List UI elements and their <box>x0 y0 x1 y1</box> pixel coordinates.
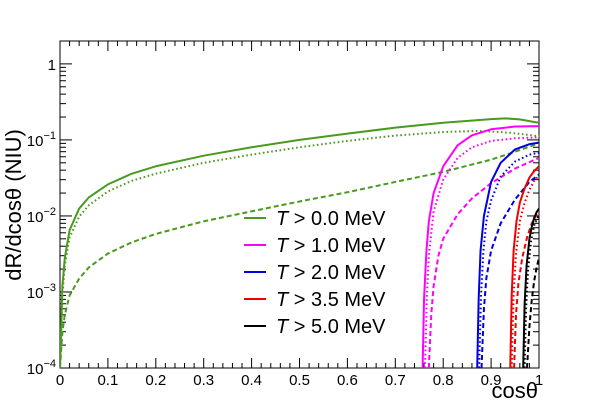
x-tick-label: 0.6 <box>337 372 358 389</box>
x-tick-label: 0.9 <box>481 372 502 389</box>
series-line-1 <box>60 117 539 368</box>
series-line-14 <box>523 214 539 368</box>
x-tick-label: 0.2 <box>145 372 166 389</box>
axis-ticks <box>59 40 540 369</box>
series-line-8 <box>478 151 539 368</box>
series-line-11 <box>510 174 539 368</box>
x-tick-label: 1 <box>535 372 543 389</box>
legend-label: T > 0.0 MeV <box>276 208 386 230</box>
series-lines <box>60 117 539 368</box>
legend-label: T > 2.0 MeV <box>276 262 386 284</box>
y-tick-label: 1 <box>48 57 56 74</box>
tick-labels: 0 0.1 0.2 0.3 0.4 0.5 0.6 0.7 0.8 0.9 1 10−4 10−3 10−… <box>27 57 543 389</box>
legend-label: T > 5.0 MeV <box>276 316 386 338</box>
series-line-15 <box>526 257 539 368</box>
series-line-5 <box>424 136 539 368</box>
x-tick-label: 0.3 <box>193 372 214 389</box>
series-line-13 <box>522 208 539 368</box>
series-line-6 <box>427 156 539 368</box>
legend: T > 0.0 MeV T > 1.0 MeV T > 2.0 MeV T > 3.5… <box>244 208 386 338</box>
y-tick-label: 10−1 <box>27 130 56 150</box>
series-line-7 <box>476 141 539 368</box>
x-tick-label: 0.8 <box>433 372 454 389</box>
series-line-2 <box>60 130 539 368</box>
legend-label: T > 3.5 MeV <box>276 289 386 311</box>
x-tick-label: 0.4 <box>241 372 262 389</box>
x-tick-label: 0.7 <box>385 372 406 389</box>
series-line-10 <box>509 165 539 368</box>
y-axis-title-text: dR/dcosθ (NIU) <box>1 129 26 281</box>
series-line-4 <box>421 125 539 368</box>
x-axis-title-text: cosθ <box>492 378 538 403</box>
y-tick-label: 10−2 <box>27 206 56 226</box>
y-axis-title: dR/dcosθ (NIU) <box>1 129 26 281</box>
legend-label: T > 1.0 MeV <box>276 235 386 257</box>
x-axis-title: cosθ <box>492 378 538 403</box>
y-tick-label: 10−4 <box>27 358 56 378</box>
x-tick-label: 0.5 <box>289 372 310 389</box>
y-tick-label: 10−3 <box>27 282 56 302</box>
x-tick-label: 0 <box>56 372 64 389</box>
x-tick-label: 0.1 <box>97 372 118 389</box>
